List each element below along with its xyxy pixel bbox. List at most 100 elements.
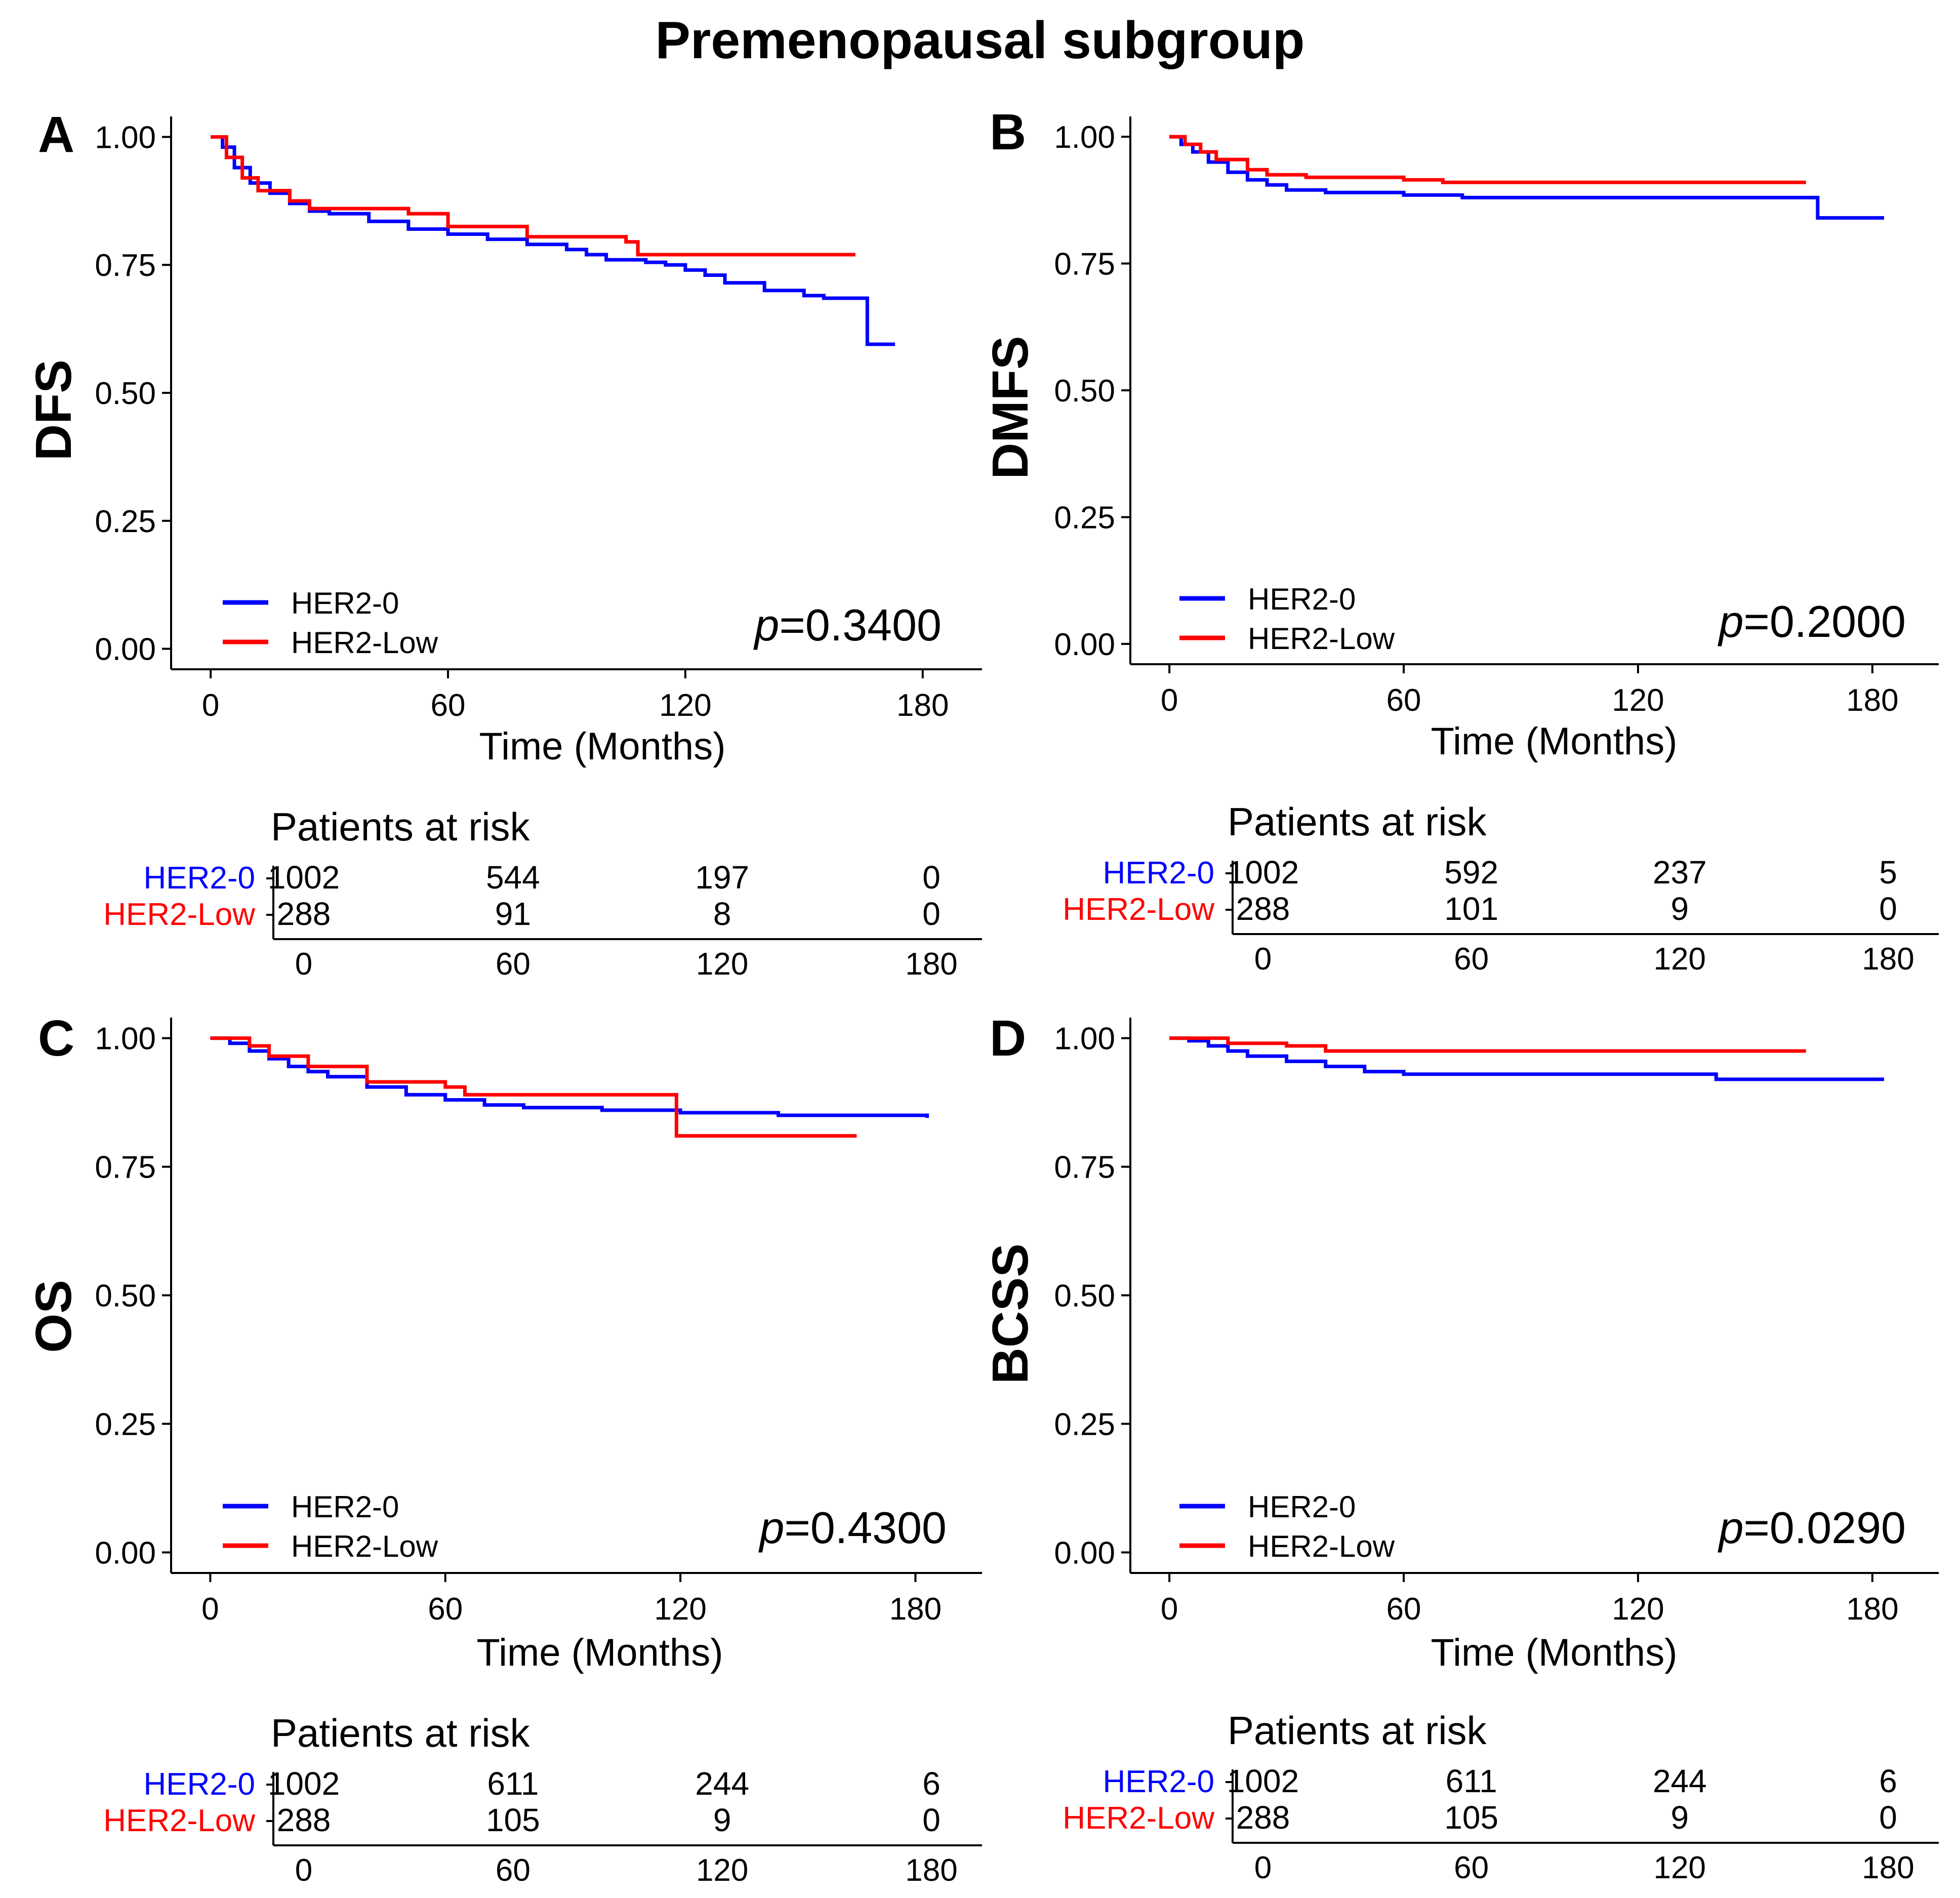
risk-cell: 544: [486, 859, 540, 896]
y-tick-label: 0.50: [95, 376, 156, 411]
risk-row-label: HER2-0: [1102, 856, 1214, 891]
y-axis-label: OS: [25, 1280, 82, 1353]
x-tick-label: 120: [1612, 683, 1664, 718]
risk-cell: 91: [495, 896, 531, 932]
p-value-number: =0.2000: [1743, 596, 1906, 647]
x-tick-label: 120: [654, 1592, 706, 1627]
y-tick-label: 0.75: [95, 248, 156, 283]
x-tick-label: 0: [202, 688, 219, 723]
risk-x-tick-label: 120: [1654, 942, 1706, 977]
risk-x-tick-label: 180: [1862, 942, 1914, 977]
y-tick-label: 0.50: [1054, 1279, 1115, 1314]
risk-cell: 611: [1446, 1763, 1497, 1799]
risk-table-d: Patients at risk HER2-0 1002 611 244 6 HER2-Lo…: [1063, 1708, 1939, 1885]
y-tick-label: 0.25: [1054, 500, 1115, 535]
x-tick-label: 180: [896, 688, 949, 723]
x-tick-label: 60: [431, 688, 466, 723]
y-axis-label: DMFS: [982, 336, 1039, 479]
y-axis-label: DFS: [25, 359, 82, 461]
y-tick-label: 0.50: [1054, 374, 1115, 409]
x-axis-label: Time (Months): [1431, 1631, 1677, 1674]
p-value: p=0.3400: [753, 600, 942, 650]
km-curve-her2-low: [1169, 1036, 1806, 1053]
risk-x-tick-label: 0: [295, 947, 312, 982]
risk-table-title: Patients at risk: [1228, 1708, 1487, 1753]
y-tick-label: 0.75: [1054, 1150, 1115, 1185]
risk-x-tick-label: 120: [696, 947, 748, 982]
risk-x-tick-label: 0: [1254, 942, 1272, 977]
x-tick-label: 60: [428, 1592, 463, 1627]
y-tick-label: 0.75: [95, 1150, 156, 1185]
x-tick-label: 120: [1612, 1592, 1664, 1627]
legend-label: HER2-Low: [1248, 1529, 1395, 1563]
km-curve-her2-low: [210, 1036, 857, 1138]
risk-x-tick-label: 180: [905, 947, 957, 982]
y-tick-label: 0.25: [95, 504, 156, 539]
y-tick-label: 0.75: [1054, 247, 1115, 282]
risk-cell: 237: [1653, 854, 1707, 891]
risk-cell: 1002: [268, 859, 340, 896]
risk-x-tick-label: 60: [1454, 1850, 1489, 1885]
risk-cell: 9: [713, 1802, 731, 1838]
km-curve-her2-0: [1169, 1036, 1884, 1081]
risk-row-label: HER2-0: [1102, 1764, 1214, 1799]
y-tick-label: 0.00: [1054, 627, 1115, 662]
panel-label-c: C: [38, 1010, 74, 1067]
risk-cell: 6: [1879, 1763, 1897, 1799]
p-value-number: =0.3400: [779, 600, 942, 650]
y-tick-label: 0.25: [95, 1407, 156, 1442]
x-tick-label: 180: [889, 1592, 942, 1627]
legend-label: HER2-0: [291, 1490, 399, 1524]
panel-a: A 0.00 0.25 0.50 0.75 1.00 0 60 120 180 Time (Mont…: [25, 106, 982, 982]
x-axis-label: Time (Months): [1431, 720, 1677, 763]
p-value: p=0.2000: [1718, 596, 1906, 647]
risk-cell: 1002: [1227, 1763, 1299, 1799]
risk-x-tick-label: 180: [1862, 1850, 1914, 1885]
legend-label: HER2-Low: [291, 1529, 438, 1563]
y-tick-label: 1.00: [95, 120, 156, 155]
km-curve-her2-0: [211, 135, 895, 346]
y-axis-label: BCSS: [982, 1243, 1039, 1384]
x-axis-label: Time (Months): [476, 1631, 723, 1674]
risk-x-tick-label: 60: [496, 1853, 530, 1888]
legend-label: HER2-0: [1248, 582, 1356, 616]
x-tick-label: 0: [201, 1592, 219, 1627]
risk-table-title: Patients at risk: [1228, 799, 1487, 844]
panel-b: B 0.00 0.25 0.50 0.75 1.00 0 60 120 180 Time (Mont…: [982, 104, 1939, 977]
risk-cell: 197: [695, 859, 749, 896]
risk-cell: 1002: [268, 1765, 340, 1802]
y-tick-label: 0.00: [95, 1536, 156, 1570]
risk-x-tick-label: 60: [1454, 942, 1489, 977]
x-tick-label: 180: [1846, 1592, 1898, 1627]
x-tick-label: 0: [1161, 1592, 1178, 1627]
risk-table-b: Patients at risk HER2-0 1002 592 237 5 HER2-Lo…: [1063, 799, 1939, 977]
p-value-symbol: p: [1718, 596, 1744, 647]
km-curve-her2-low: [1169, 135, 1806, 184]
risk-cell: 0: [1879, 891, 1897, 927]
risk-cell: 244: [1653, 1763, 1707, 1799]
risk-cell: 288: [277, 896, 331, 932]
km-curve-her2-low: [211, 135, 855, 257]
panel-label-d: D: [990, 1010, 1026, 1067]
legend-label: HER2-0: [1248, 1490, 1356, 1524]
risk-row-label: HER2-0: [143, 861, 255, 896]
p-value: p=0.0290: [1718, 1503, 1906, 1553]
risk-cell: 0: [922, 1802, 941, 1838]
x-tick-label: 180: [1846, 683, 1898, 718]
risk-cell: 105: [486, 1802, 540, 1838]
x-tick-label: 0: [1161, 683, 1178, 718]
x-tick-label: 60: [1386, 683, 1421, 718]
y-tick-label: 0.50: [95, 1279, 156, 1314]
risk-x-tick-label: 180: [905, 1853, 957, 1888]
risk-cell: 288: [277, 1802, 331, 1838]
p-value-number: =0.4300: [784, 1503, 947, 1553]
risk-cell: 101: [1444, 891, 1498, 927]
x-tick-label: 60: [1386, 1592, 1421, 1627]
p-value-symbol: p: [758, 1503, 785, 1553]
risk-row-label: HER2-Low: [103, 1803, 255, 1838]
p-value-number: =0.0290: [1743, 1503, 1906, 1553]
risk-cell: 6: [922, 1765, 941, 1802]
